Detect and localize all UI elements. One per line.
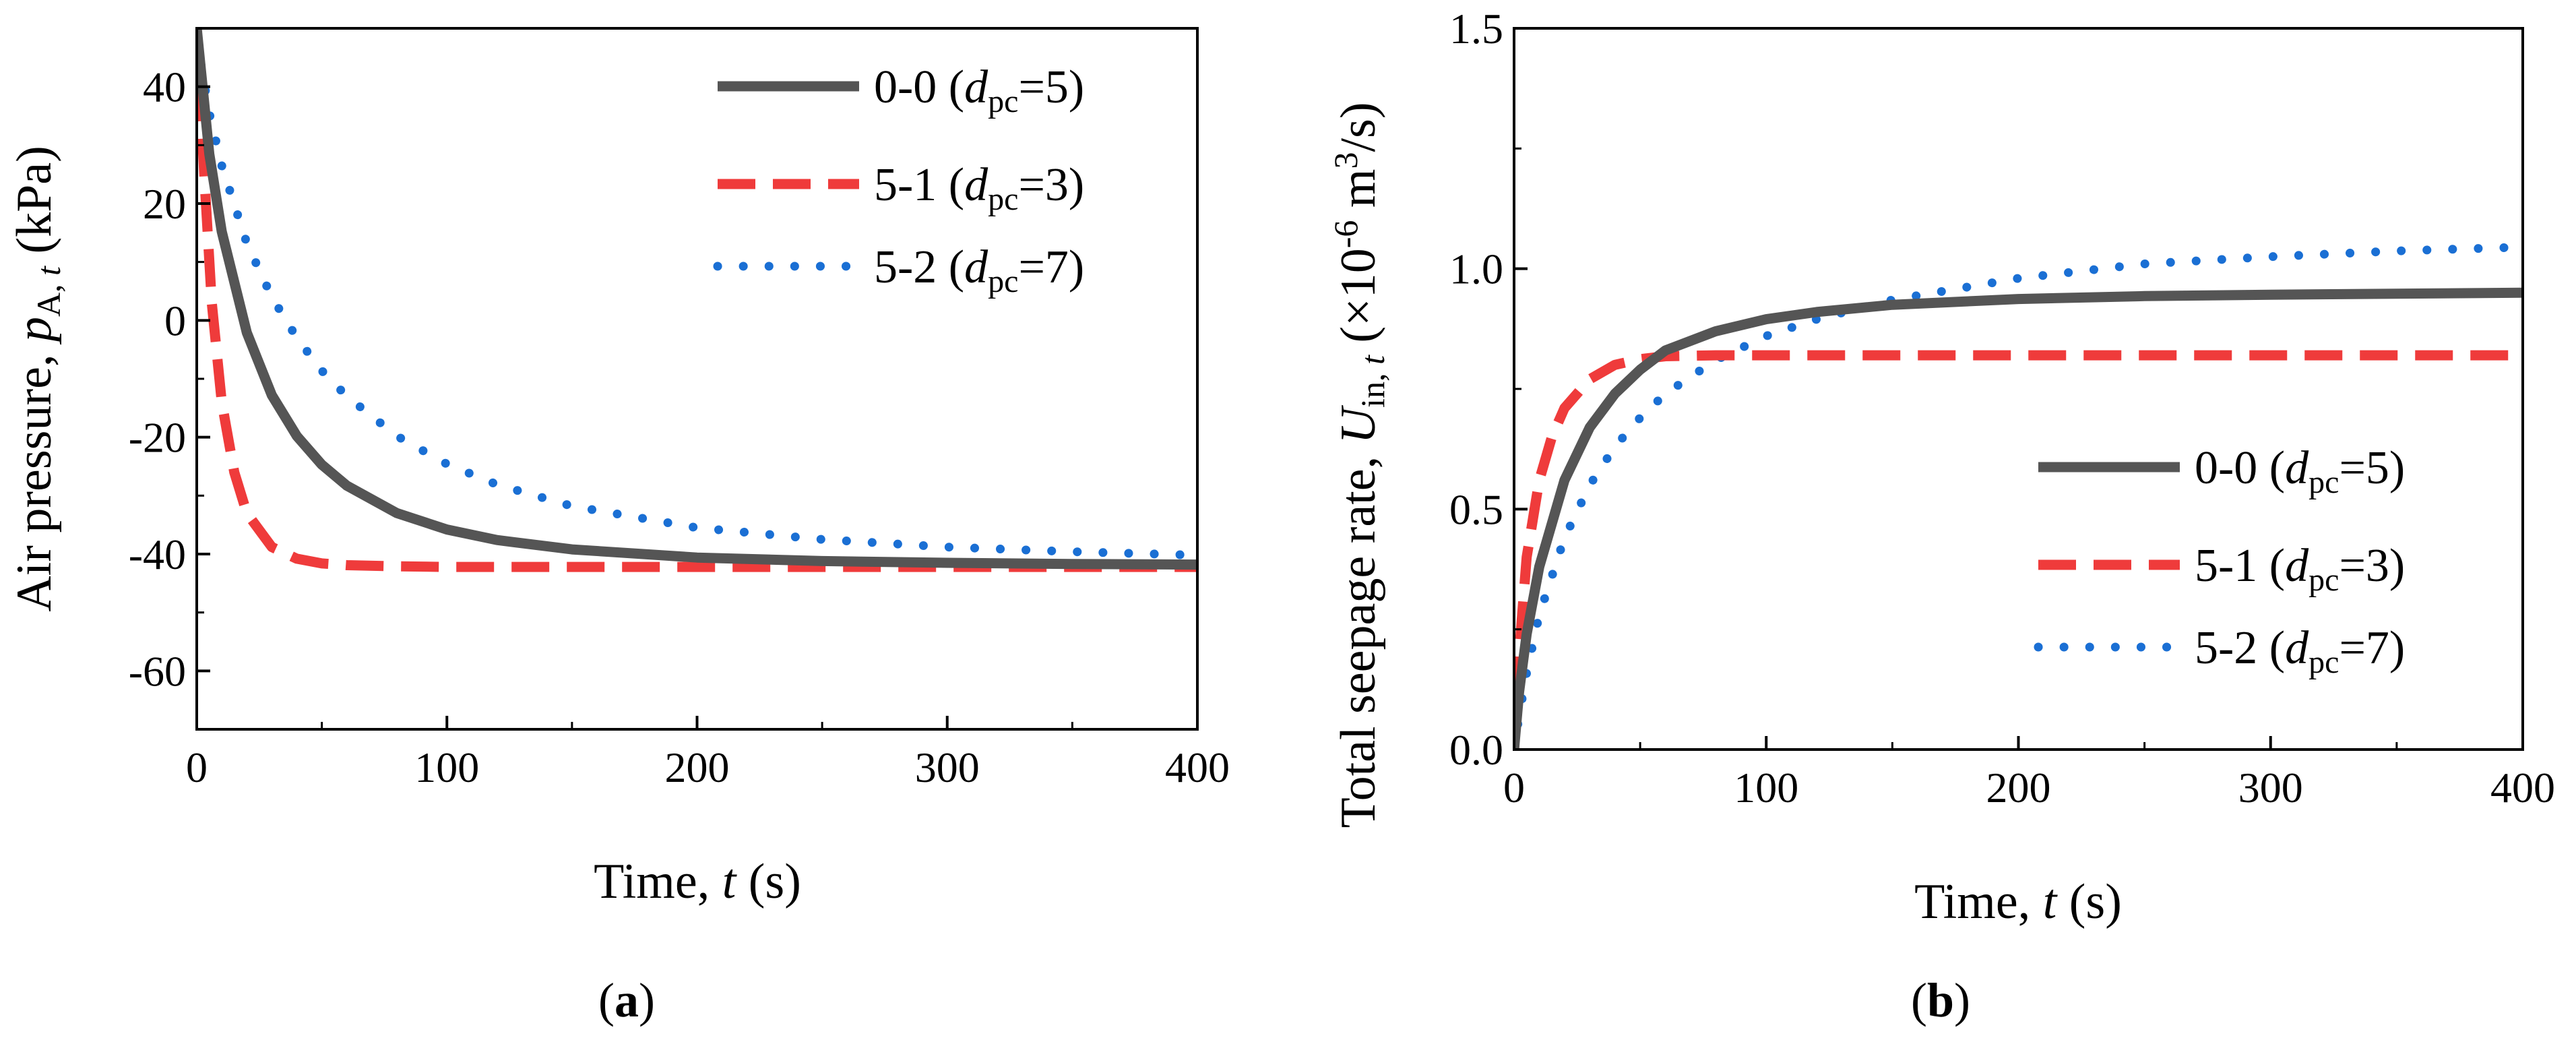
chart-a-x-tick-label-1: 100 xyxy=(414,743,479,791)
chart-a-y-tick-label-1: -40 xyxy=(129,530,186,578)
chart-a-series-0-0-line xyxy=(197,28,1197,570)
chart-b-y-tick-label-2: 1.0 xyxy=(1449,245,1503,293)
chart-b-series-5-1-line xyxy=(1514,350,2523,750)
chart-a-x-tick-label-0: 0 xyxy=(186,743,208,791)
chart-b-x-tick-label-1: 100 xyxy=(1734,764,1798,812)
chart-b-legend: 0-0 (dpc=5) 5-1 (dpc=3) 5-2 (dpc=7) xyxy=(2034,442,2405,680)
chart-b-legend-label-0-0: 0-0 (dpc=5) xyxy=(2195,442,2405,500)
chart-a-legend: 0-0 (dpc=5) 5-1 (dpc=3) 5-2 (dpc=7) xyxy=(713,61,1084,299)
chart-a-y-tick-label-5: 40 xyxy=(143,63,186,111)
chart-b-legend-label-5-2: 5-2 (dpc=7) xyxy=(2195,622,2405,680)
chart-a-x-tick-label-2: 200 xyxy=(665,743,730,791)
panel-label-b: (b) xyxy=(1911,973,1970,1027)
chart-b-x-tick-label-3: 300 xyxy=(2238,764,2303,812)
chart-a-series-5-2-line xyxy=(197,35,1197,560)
chart-b-y-tick-label-1: 0.5 xyxy=(1449,485,1503,533)
chart-b-y-axis-title: Total seepage rate, Uin, t (×10-6 m3/s) xyxy=(1327,102,1391,828)
chart-a-y-tick-label-2: -20 xyxy=(129,414,186,462)
chart-b-x-tick-label-4: 400 xyxy=(2490,764,2555,812)
chart-a: -60 -40 -20 0 20 40 0 100 200 300 400 Time, t (s)… xyxy=(7,27,1230,1027)
chart-a-legend-label-5-1: 5-1 (dpc=3) xyxy=(874,159,1084,217)
panel-label-a: (a) xyxy=(598,973,655,1027)
chart-a-legend-label-0-0: 0-0 (dpc=5) xyxy=(874,61,1084,119)
chart-a-y-tick-label-4: 20 xyxy=(143,180,186,228)
chart-a-y-axis: -60 -40 -20 0 20 40 xyxy=(129,63,210,695)
chart-b-y-tick-label-0: 0.0 xyxy=(1449,726,1503,774)
chart-b-x-axis-title: Time, t (s) xyxy=(1914,874,2122,929)
chart-a-y-axis-title: Air pressure, pA, t (kPa) xyxy=(7,146,67,612)
chart-a-x-axis-title: Time, t (s) xyxy=(594,854,801,909)
chart-b-y-axis: 0.0 0.5 1.0 1.5 xyxy=(1449,5,1528,774)
chart-a-plot-frame xyxy=(195,27,1199,731)
chart-a-y-tick-label-3: 0 xyxy=(164,297,186,344)
chart-b: 0.0 0.5 1.0 1.5 0 100 200 300 400 Time, t (s) T… xyxy=(1327,5,2555,1027)
chart-b-x-axis: 0 100 200 300 400 xyxy=(1503,736,2555,812)
chart-b-series-5-2-line xyxy=(1514,243,2523,750)
chart-a-series-5-1-line xyxy=(197,28,1197,572)
chart-b-series-layer xyxy=(1514,243,2523,750)
chart-b-x-tick-label-2: 200 xyxy=(1986,764,2051,812)
chart-a-x-tick-label-4: 400 xyxy=(1165,743,1230,791)
chart-a-y-tick-label-0: -60 xyxy=(129,647,186,695)
chart-b-y-tick-label-3: 1.5 xyxy=(1449,5,1503,53)
chart-a-x-axis: 0 100 200 300 400 xyxy=(186,716,1230,791)
chart-b-x-tick-label-0: 0 xyxy=(1503,764,1525,812)
chart-a-x-tick-label-3: 300 xyxy=(915,743,980,791)
chart-b-series-0-0-line xyxy=(1514,287,2523,750)
chart-b-legend-label-5-1: 5-1 (dpc=3) xyxy=(2195,540,2405,598)
chart-a-legend-label-5-2: 5-2 (dpc=7) xyxy=(874,241,1084,299)
chart-a-series-layer xyxy=(197,28,1197,572)
